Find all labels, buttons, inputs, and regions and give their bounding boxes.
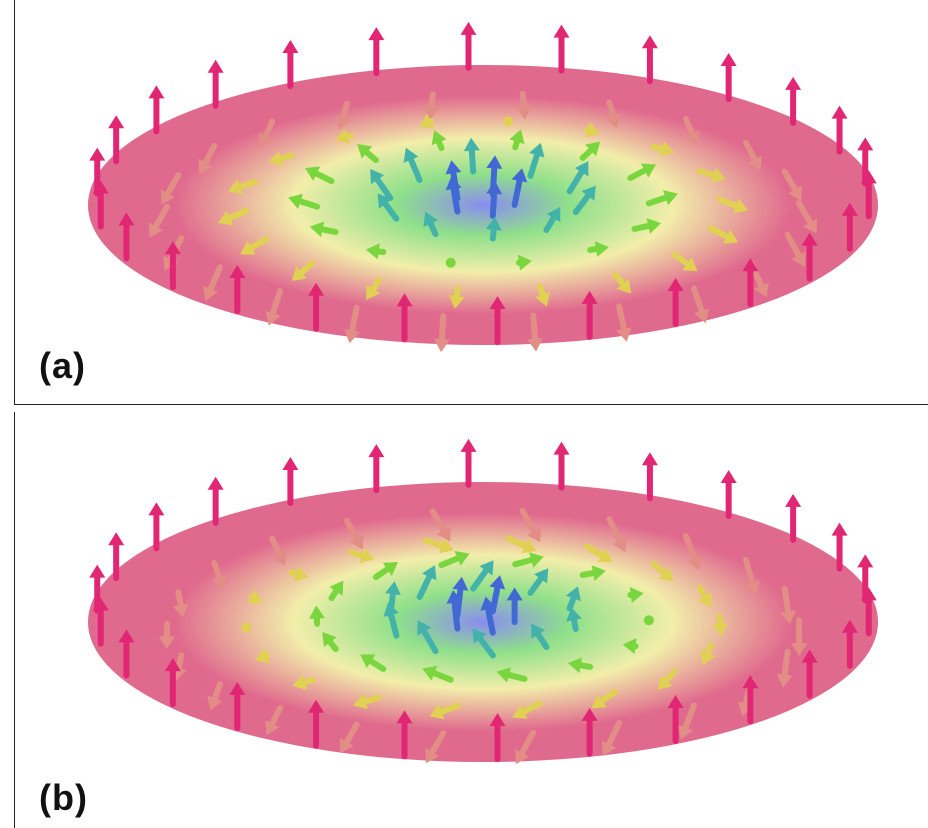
spin-arrow	[642, 35, 658, 81]
spin-arrow	[368, 444, 384, 490]
spin-arrow	[553, 442, 569, 488]
spin-arrow	[503, 116, 513, 126]
panel-label-b: (b)	[39, 777, 88, 819]
spin-arrow	[721, 53, 737, 99]
spin-arrow	[721, 470, 737, 516]
spin-arrow	[208, 60, 224, 106]
spin-arrow	[644, 615, 654, 625]
skyrmion-diagram-a	[15, 0, 927, 403]
spin-arrow	[446, 258, 456, 268]
spin-arrow	[282, 457, 298, 503]
spin-arrow	[242, 623, 252, 633]
spin-arrow	[282, 40, 298, 86]
skyrmion-diagram-b	[15, 412, 927, 828]
spin-arrow	[460, 22, 476, 68]
spin-arrow	[460, 439, 476, 485]
panel-label-a: (a)	[39, 345, 86, 387]
skyrmion-disk	[88, 65, 878, 345]
spin-arrow	[642, 452, 658, 498]
panel-a: (a)	[14, 0, 928, 405]
spin-arrow	[553, 25, 569, 71]
spin-arrow	[208, 477, 224, 523]
skyrmion-disk	[88, 482, 878, 762]
panel-b: (b)	[14, 412, 928, 828]
spin-arrow	[368, 27, 384, 73]
